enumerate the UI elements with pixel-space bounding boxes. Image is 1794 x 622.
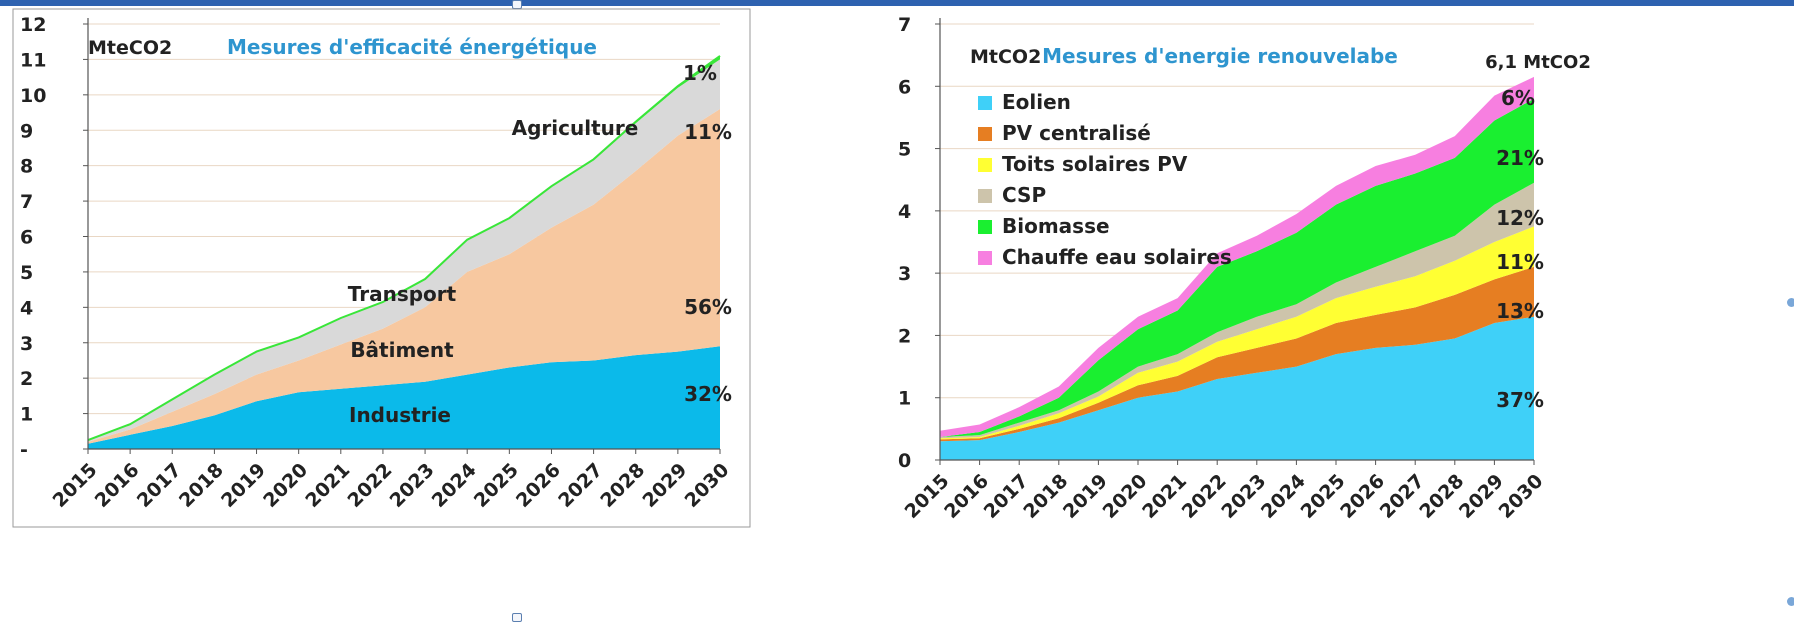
annotation-industrie-0: Industrie [349,403,451,427]
annotation-11-5: 11% [684,120,732,144]
x-tick-label-2024: 2024 [1257,470,1310,523]
legend-swatch-biomasse [978,220,992,234]
x-tick-label-2030: 2030 [1495,470,1548,523]
x-tick-label-2023: 2023 [1217,470,1270,523]
legend-label-biomasse: Biomasse [1002,214,1110,238]
total-label: 6,1 MtCO2 [1485,52,1591,73]
legend-swatch-pv-centralise [978,127,992,141]
energy-efficiency-chart: -123456789101112201520162017201820192020… [12,8,751,528]
y-tick-label-2: 2 [20,368,33,390]
y-tick-label-4: 4 [898,201,911,223]
y-tick-label-1: 1 [898,388,911,410]
resize-handle-right-middle[interactable] [1787,298,1794,307]
y-tick-label-11: 11 [20,49,46,71]
x-tick-label-2019: 2019 [1059,470,1112,523]
chart-title: Mesures d'energie renouvelabe [1042,44,1398,68]
legend-swatch-eolien [978,96,992,110]
legend-label-toits-solaires-pv: Toits solaires PV [1002,152,1188,176]
annotation-13-4: 13% [1496,299,1544,323]
legend-label-pv-centralise: PV centralisé [1002,121,1151,145]
annotation-32-7: 32% [684,382,732,406]
resize-handle-right-bottom[interactable] [1787,597,1794,606]
annotation-56-6: 56% [684,295,732,319]
annotation-12-2: 12% [1496,206,1544,230]
x-tick-label-2020: 2020 [1099,470,1152,523]
x-tick-label-2021: 2021 [1138,470,1191,523]
y-tick-label-6: 6 [20,227,33,249]
y-tick-label-7: 7 [20,191,33,213]
y-tick-label-0: 0 [898,450,911,472]
y-tick-label-9: 9 [20,120,33,142]
annotation-batiment-1: Bâtiment [350,338,454,362]
area-batiment [88,109,720,444]
x-tick-label-2026: 2026 [1336,470,1389,523]
area-industrie [88,346,720,449]
annotation-agriculture-3: Agriculture [512,116,639,140]
annotation-1-4: 1% [683,61,717,85]
annotation-transport-2: Transport [348,282,457,306]
x-tick-label-2028: 2028 [1415,470,1468,523]
y-tick-label-5: 5 [898,139,911,161]
x-tick-label-2016: 2016 [940,470,993,523]
y-tick-label-3: 3 [898,263,911,285]
x-tick-label-2022: 2022 [1178,470,1231,523]
legend-label-csp: CSP [1002,183,1046,207]
renewable-energy-chart: 0 1 2 3 4 5 6 7 20152016201720182019202020212022… [898,14,1591,523]
area-chauffe-eau-solaires [940,76,1534,438]
legend-label-eolien: Eolien [1002,90,1071,114]
annotation-11-3: 11% [1496,250,1544,274]
legend-swatch-csp [978,189,992,203]
line-agriculture [87,55,721,442]
x-tick-label-2017: 2017 [980,470,1033,523]
y-tick-label-12: 12 [20,14,46,36]
area-pv-centralise [940,266,1534,442]
window-top-bar [0,0,1794,6]
resize-handle-bottom[interactable] [512,613,522,622]
x-tick-label-2027: 2027 [1376,470,1429,523]
y-tick-label-2: 2 [898,325,911,347]
y-tick-label-3: 3 [20,333,33,355]
y-tick-label-10: 10 [20,85,46,107]
unit-label: MtCO2 [970,46,1041,68]
annotation-37-5: 37% [1496,388,1544,412]
legend-label-chauffe-eau-solaires: Chauffe eau solaires [1002,245,1232,269]
x-tick-label-2029: 2029 [1455,470,1508,523]
y-tick-label-8: 8 [20,156,33,178]
annotation-21-1: 21% [1496,146,1544,170]
y-tick-label-1: 1 [20,404,33,426]
chart-title: Mesures d'efficacité énergétique [227,35,597,59]
legend-swatch-toits-solaires-pv [978,158,992,172]
area-eolien [940,316,1534,460]
y-tick-label-0: - [20,439,28,461]
unit-label: MteCO2 [88,37,172,59]
x-tick-label-2018: 2018 [1019,470,1072,523]
x-tick-label-2025: 2025 [1297,470,1350,523]
x-tick-label-2015: 2015 [901,470,954,523]
annotation-6-0: 6% [1501,86,1535,110]
legend-swatch-chauffe-eau-solaires [978,251,992,265]
y-tick-label-4: 4 [20,297,33,319]
y-tick-label-6: 6 [898,76,911,98]
area-biomasse [940,98,1534,437]
y-tick-label-7: 7 [898,14,911,36]
y-tick-label-5: 5 [20,262,33,284]
